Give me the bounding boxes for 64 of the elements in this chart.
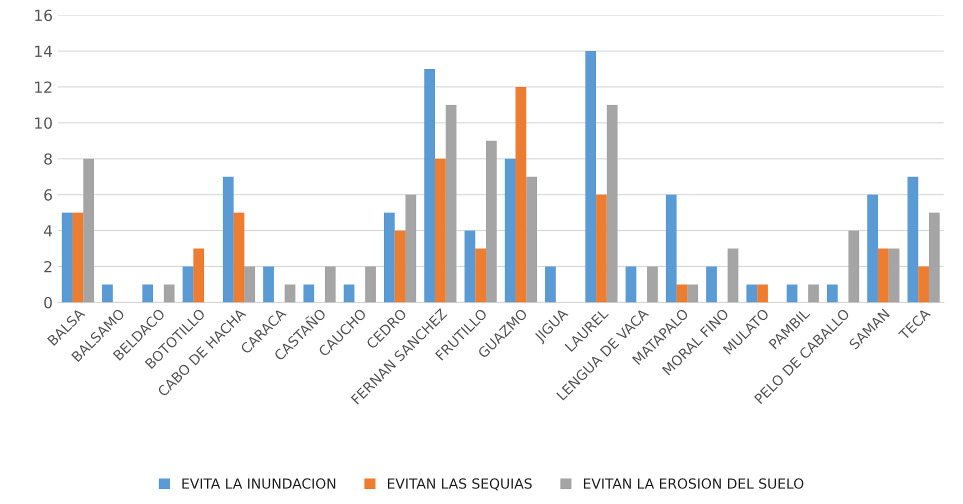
legend-label: EVITAN LA EROSION DEL SUELO <box>584 478 804 489</box>
bar <box>486 140 497 302</box>
legend-label: EVITA LA INUNDACION <box>182 478 336 489</box>
y-tick-label: 2 <box>44 260 52 272</box>
bar <box>263 266 274 302</box>
bar <box>324 266 336 302</box>
y-tick-label: 12 <box>35 81 52 93</box>
bar <box>222 176 234 302</box>
bar <box>706 266 717 302</box>
bar <box>526 176 538 302</box>
bar <box>516 86 526 302</box>
bar <box>746 284 758 302</box>
bar <box>676 284 688 302</box>
bar <box>757 284 768 302</box>
bar <box>142 284 154 302</box>
bar <box>182 266 194 302</box>
bar <box>585 51 596 302</box>
bar <box>384 212 395 302</box>
bar <box>928 212 940 302</box>
y-tick-label: 8 <box>44 153 52 165</box>
bar <box>475 248 486 302</box>
bar <box>786 284 798 302</box>
bar <box>234 212 244 302</box>
y-tick-label: 6 <box>44 189 52 201</box>
bar <box>666 194 677 302</box>
bar <box>687 284 698 302</box>
bar <box>284 284 296 302</box>
bar <box>424 68 435 302</box>
bar <box>647 266 658 302</box>
bar <box>808 284 819 302</box>
bar <box>394 230 406 302</box>
y-tick-label: 14 <box>35 46 52 57</box>
bar <box>164 284 175 302</box>
bar <box>72 212 84 302</box>
bar <box>626 266 636 302</box>
y-tick-label: 0 <box>44 296 52 308</box>
bar <box>878 248 889 302</box>
bar <box>193 248 204 302</box>
bar <box>83 158 94 302</box>
bar <box>434 158 446 302</box>
y-tick-label: 16 <box>35 10 52 22</box>
bar <box>344 284 354 302</box>
bar <box>62 212 73 302</box>
bar <box>848 230 860 302</box>
bar <box>596 194 607 302</box>
bar <box>867 194 878 302</box>
bar <box>728 248 738 302</box>
y-tick-label: 10 <box>35 117 52 129</box>
bar <box>907 176 918 302</box>
bar <box>464 230 476 302</box>
bar <box>405 194 416 302</box>
bar <box>446 104 456 302</box>
bar <box>504 158 516 302</box>
bar <box>888 248 900 302</box>
bar <box>365 266 376 302</box>
bar <box>244 266 256 302</box>
bar <box>826 284 838 302</box>
bar <box>303 284 314 302</box>
bar <box>545 266 556 302</box>
legend-label: EVITAN LAS SEQUIAS <box>388 478 532 490</box>
y-tick-label: 4 <box>44 225 52 236</box>
bar <box>102 284 113 302</box>
bar <box>918 266 929 302</box>
bar <box>606 104 618 302</box>
